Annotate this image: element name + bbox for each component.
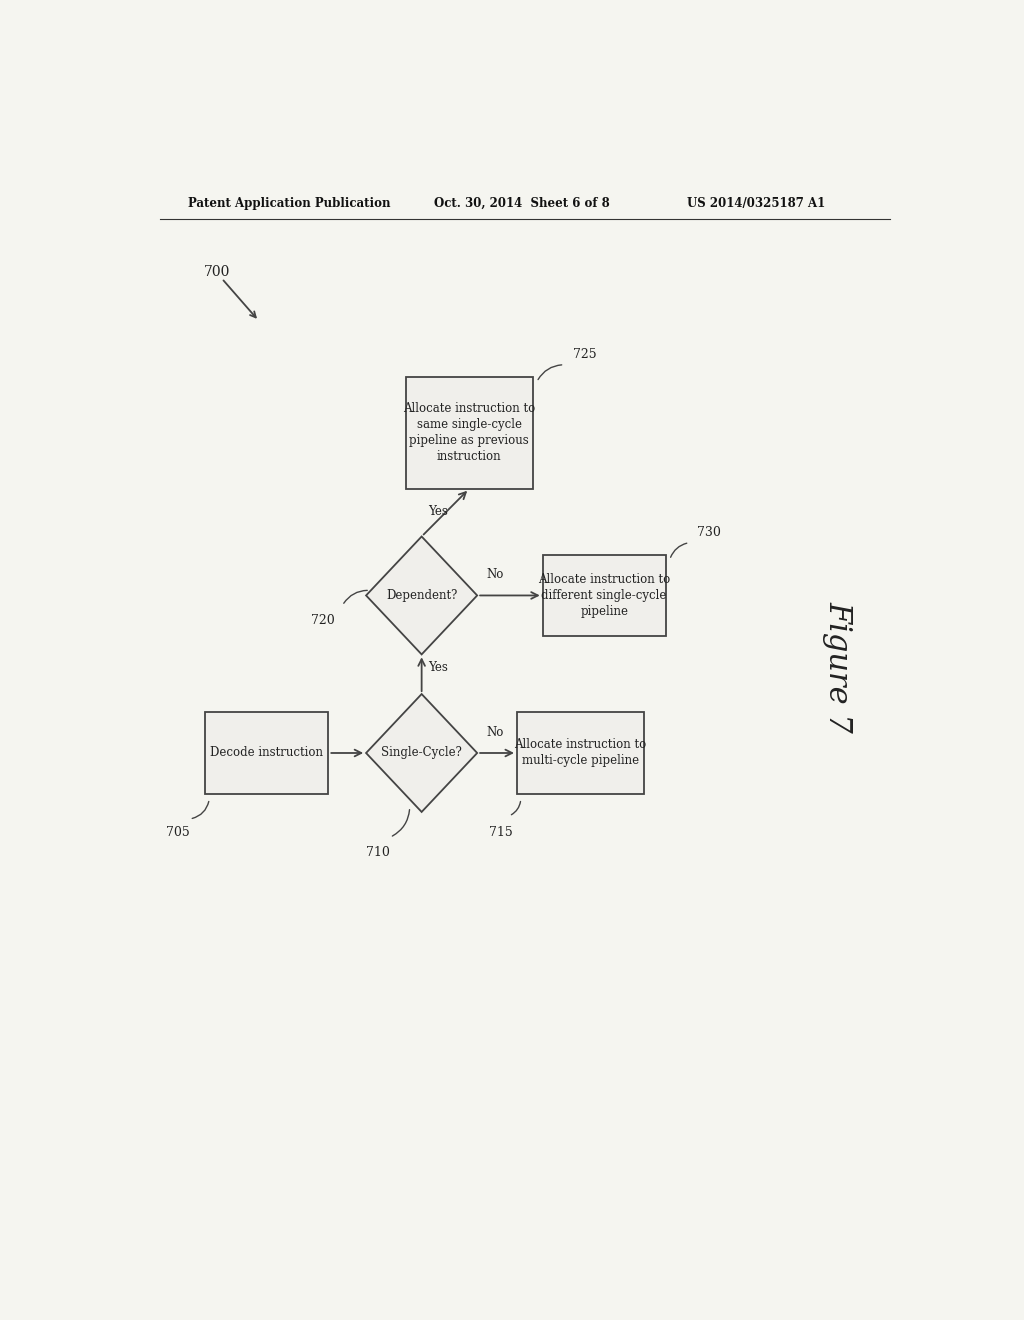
Text: US 2014/0325187 A1: US 2014/0325187 A1	[687, 197, 825, 210]
FancyBboxPatch shape	[206, 713, 329, 793]
Text: Allocate instruction to
different single-cycle
pipeline: Allocate instruction to different single…	[538, 573, 671, 618]
Text: Decode instruction: Decode instruction	[210, 747, 324, 759]
Text: Allocate instruction to
multi-cycle pipeline: Allocate instruction to multi-cycle pipe…	[514, 738, 646, 767]
Text: 700: 700	[204, 265, 229, 279]
Text: Dependent?: Dependent?	[386, 589, 458, 602]
Text: Yes: Yes	[428, 506, 447, 519]
Text: Single-Cycle?: Single-Cycle?	[381, 747, 462, 759]
Polygon shape	[367, 536, 477, 655]
FancyBboxPatch shape	[517, 713, 644, 793]
Text: 720: 720	[310, 614, 334, 627]
Text: Oct. 30, 2014  Sheet 6 of 8: Oct. 30, 2014 Sheet 6 of 8	[433, 197, 609, 210]
Text: 710: 710	[366, 846, 390, 859]
FancyBboxPatch shape	[543, 554, 666, 636]
Text: 730: 730	[697, 525, 721, 539]
Polygon shape	[367, 694, 477, 812]
Text: 725: 725	[572, 348, 596, 362]
Text: 715: 715	[489, 826, 513, 838]
Text: Yes: Yes	[428, 661, 447, 673]
Text: No: No	[486, 568, 504, 581]
Text: Patent Application Publication: Patent Application Publication	[187, 197, 390, 210]
FancyBboxPatch shape	[406, 378, 532, 488]
Text: 705: 705	[166, 826, 189, 838]
Text: Allocate instruction to
same single-cycle
pipeline as previous
instruction: Allocate instruction to same single-cycl…	[403, 403, 536, 463]
Text: Figure 7: Figure 7	[822, 601, 854, 733]
Text: No: No	[486, 726, 504, 739]
